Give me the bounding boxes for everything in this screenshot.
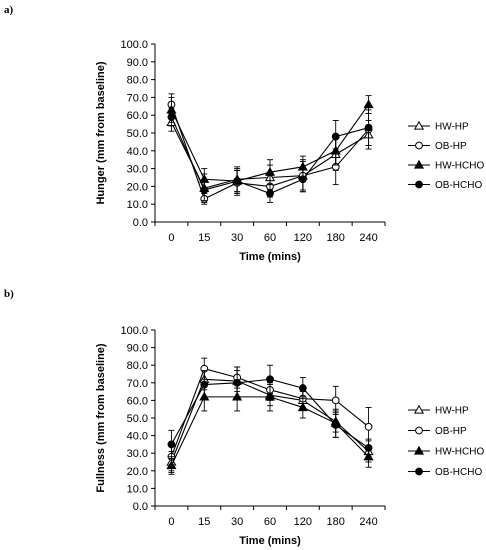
- x-axis-title: Time (mins): [239, 535, 301, 547]
- y-tick-label: 0.0: [133, 217, 148, 229]
- data-point: [200, 186, 209, 194]
- x-tick-label: 0: [168, 516, 174, 528]
- legend-marker: [413, 445, 425, 455]
- data-point: [331, 132, 340, 141]
- x-tick-label: 240: [359, 516, 377, 528]
- legend-label: OB-HCHO: [435, 180, 482, 191]
- data-point: [298, 384, 307, 392]
- legend-marker: [413, 120, 425, 130]
- legend-marker: [415, 180, 423, 189]
- data-point: [364, 422, 373, 431]
- data-point: [233, 378, 242, 387]
- x-tick-label: 180: [327, 516, 345, 528]
- legend-label: HW-HP: [435, 406, 469, 417]
- y-tick-label: 100.0: [120, 39, 148, 51]
- legend: HW-HP OB-HP HW-HCHO OB-HCHO: [408, 120, 484, 191]
- y-tick-label: 0.0: [133, 501, 148, 513]
- y-tick-label: 90.0: [127, 57, 148, 69]
- y-tick-label: 40.0: [127, 146, 148, 158]
- data-point: [266, 375, 274, 384]
- legend-label: HW-HP: [435, 122, 469, 133]
- y-tick-label: 20.0: [127, 466, 148, 478]
- legend-marker: [415, 141, 423, 150]
- legend-label: OB-HP: [435, 141, 467, 152]
- data-point: [264, 391, 276, 401]
- legend-label: HW-HCHO: [435, 447, 484, 458]
- y-tick-label: 60.0: [127, 395, 148, 407]
- chart-fullness: 0.0 10.0 20.0 30.0 40.0 50.0 60.0 70.0 80.0 90.0 1…: [95, 325, 484, 547]
- panel-b-label: b): [4, 288, 14, 300]
- data-point: [167, 113, 176, 121]
- y-tick-label: 80.0: [127, 75, 148, 87]
- data-point: [200, 380, 209, 389]
- data-point: [331, 396, 340, 405]
- series-ob-hcho: [167, 364, 373, 459]
- legend-marker: [415, 467, 423, 476]
- x-tick-label: 60: [264, 232, 276, 244]
- y-tick-label: 10.0: [127, 483, 148, 495]
- y-axis-title: Hunger (mm from baseline): [95, 61, 107, 204]
- y-tick-label: 90.0: [127, 343, 148, 355]
- y-tick-label: 50.0: [127, 128, 148, 140]
- data-point: [364, 123, 373, 132]
- data-point: [298, 175, 307, 184]
- chart-hunger: 0.0 10.0 20.0 30.0 40.0 50.0 60.0 70.0 80.0 90.0 1…: [95, 39, 484, 263]
- x-tick-label: 30: [231, 516, 243, 528]
- legend: HW-HP OB-HP HW-HCHO OB-HCHO: [408, 404, 484, 478]
- data-point: [266, 189, 274, 198]
- y-tick-label: 50.0: [127, 413, 148, 425]
- legend-label: OB-HCHO: [435, 467, 482, 478]
- y-tick-label: 80.0: [127, 360, 148, 372]
- y-tick-label: 30.0: [127, 164, 148, 176]
- series-ob-hcho: [167, 107, 373, 203]
- x-tick-label: 0: [168, 232, 174, 244]
- y-tick-label: 100.0: [120, 325, 148, 337]
- data-point: [297, 402, 308, 412]
- legend-label: OB-HP: [435, 426, 467, 437]
- legend-marker: [415, 426, 423, 435]
- x-tick-label: 15: [198, 232, 210, 244]
- x-tick-label: 120: [294, 232, 312, 244]
- x-tick-label: 15: [198, 516, 210, 528]
- y-tick-label: 60.0: [127, 110, 148, 122]
- y-axis-title: Fullness (mm from baseline): [95, 343, 107, 492]
- y-tick-label: 70.0: [127, 378, 148, 390]
- data-point: [264, 166, 276, 176]
- data-point: [364, 444, 373, 452]
- panel-a-label: a): [4, 4, 14, 16]
- x-tick-label: 30: [231, 232, 243, 244]
- data-point: [233, 177, 242, 185]
- x-axis-title: Time (mins): [239, 251, 301, 263]
- y-tick-label: 70.0: [127, 92, 148, 104]
- data-point: [167, 440, 176, 449]
- data-point: [166, 460, 177, 470]
- x-tick-label: 180: [327, 232, 345, 244]
- legend-marker: [413, 159, 425, 169]
- legend-label: HW-HCHO: [435, 161, 484, 172]
- x-tick-label: 120: [294, 516, 312, 528]
- data-point: [363, 99, 374, 109]
- y-tick-label: 10.0: [127, 199, 148, 211]
- x-tick-label: 60: [264, 516, 276, 528]
- y-tick-label: 30.0: [127, 448, 148, 460]
- x-tick-label: 240: [359, 232, 377, 244]
- data-point: [331, 421, 340, 429]
- legend-marker: [413, 404, 425, 414]
- y-tick-label: 40.0: [127, 431, 148, 443]
- y-tick-label: 20.0: [127, 181, 148, 193]
